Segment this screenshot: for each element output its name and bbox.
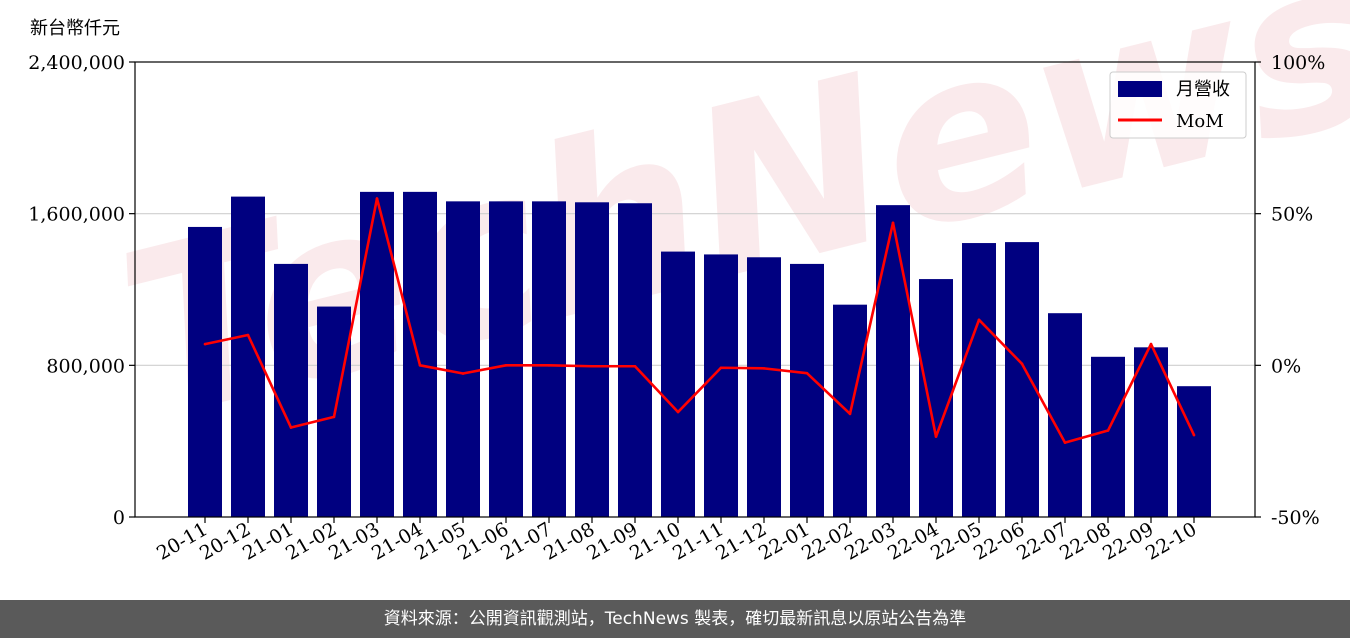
right-tick-label: 50% (1271, 204, 1313, 226)
left-tick-label: 2,400,000 (28, 52, 125, 74)
mom-point (590, 364, 594, 368)
legend-line-label: MoM (1176, 111, 1224, 132)
left-y-axis: 0 800,000 1,600,000 2,400,000 (28, 52, 135, 529)
mom-point (891, 221, 895, 225)
mom-point (504, 364, 508, 367)
bar (1048, 313, 1082, 517)
mom-point (1149, 342, 1153, 346)
right-y-axis: -50% 0% 50% 100% (1255, 52, 1325, 529)
bar (489, 201, 523, 517)
right-tick-label: -50% (1271, 507, 1320, 529)
left-tick-label: 1,600,000 (28, 204, 125, 226)
mom-point (934, 435, 938, 438)
mom-point (805, 371, 809, 375)
mom-point (418, 364, 422, 367)
mom-point (375, 197, 379, 200)
mom-point (977, 318, 981, 322)
left-tick-label: 0 (113, 507, 125, 529)
bar (231, 196, 265, 517)
mom-point (1106, 429, 1110, 432)
bar (403, 191, 437, 518)
bar (962, 243, 996, 518)
bar (575, 202, 609, 517)
legend-bar-swatch (1118, 81, 1162, 97)
mom-point (719, 366, 723, 370)
mom-point (203, 342, 207, 346)
mom-point (1063, 441, 1067, 444)
legend-bar-label: 月營收 (1176, 79, 1230, 100)
right-tick-label: 100% (1271, 52, 1325, 74)
mom-point (676, 410, 680, 414)
bar (876, 205, 910, 517)
mom-point (633, 364, 637, 368)
bar (661, 251, 695, 518)
source-footer: 資料來源：公開資訊觀測站，TechNews 製表，確切最新訊息以原站公告為準 (0, 600, 1350, 638)
bar (1091, 356, 1125, 517)
bar (704, 254, 738, 518)
right-tick-label: 0% (1271, 355, 1301, 377)
bar (790, 263, 824, 517)
bar (919, 279, 953, 517)
mom-line (204, 197, 1196, 444)
plot-frame (134, 61, 1256, 518)
bar (188, 226, 222, 517)
bar (532, 201, 566, 517)
mom-point (332, 415, 336, 419)
mom-point (246, 333, 250, 337)
bar (446, 201, 480, 517)
y-axis-title: 新台幣仟元 (30, 18, 120, 39)
mom-point (461, 372, 465, 375)
mom-point (848, 412, 852, 416)
left-tick-label: 800,000 (46, 355, 125, 377)
mom-point (289, 426, 293, 429)
bar (274, 263, 308, 517)
mom-point (762, 367, 766, 370)
mom-point (1192, 433, 1196, 437)
mom-point (1020, 362, 1024, 366)
mom-point (547, 364, 551, 367)
bar (618, 203, 652, 518)
x-tick-label: 22-10 (1142, 518, 1200, 564)
legend: 月營收 MoM (1109, 71, 1247, 139)
bar (1134, 347, 1168, 517)
mom-line-series (203, 197, 1196, 444)
x-axis: 20-1120-1221-0121-0221-0321-0421-0521-06… (153, 517, 1201, 565)
bar (1177, 386, 1211, 517)
bar (747, 257, 781, 517)
bar-series (188, 191, 1211, 518)
bar (1005, 242, 1039, 517)
